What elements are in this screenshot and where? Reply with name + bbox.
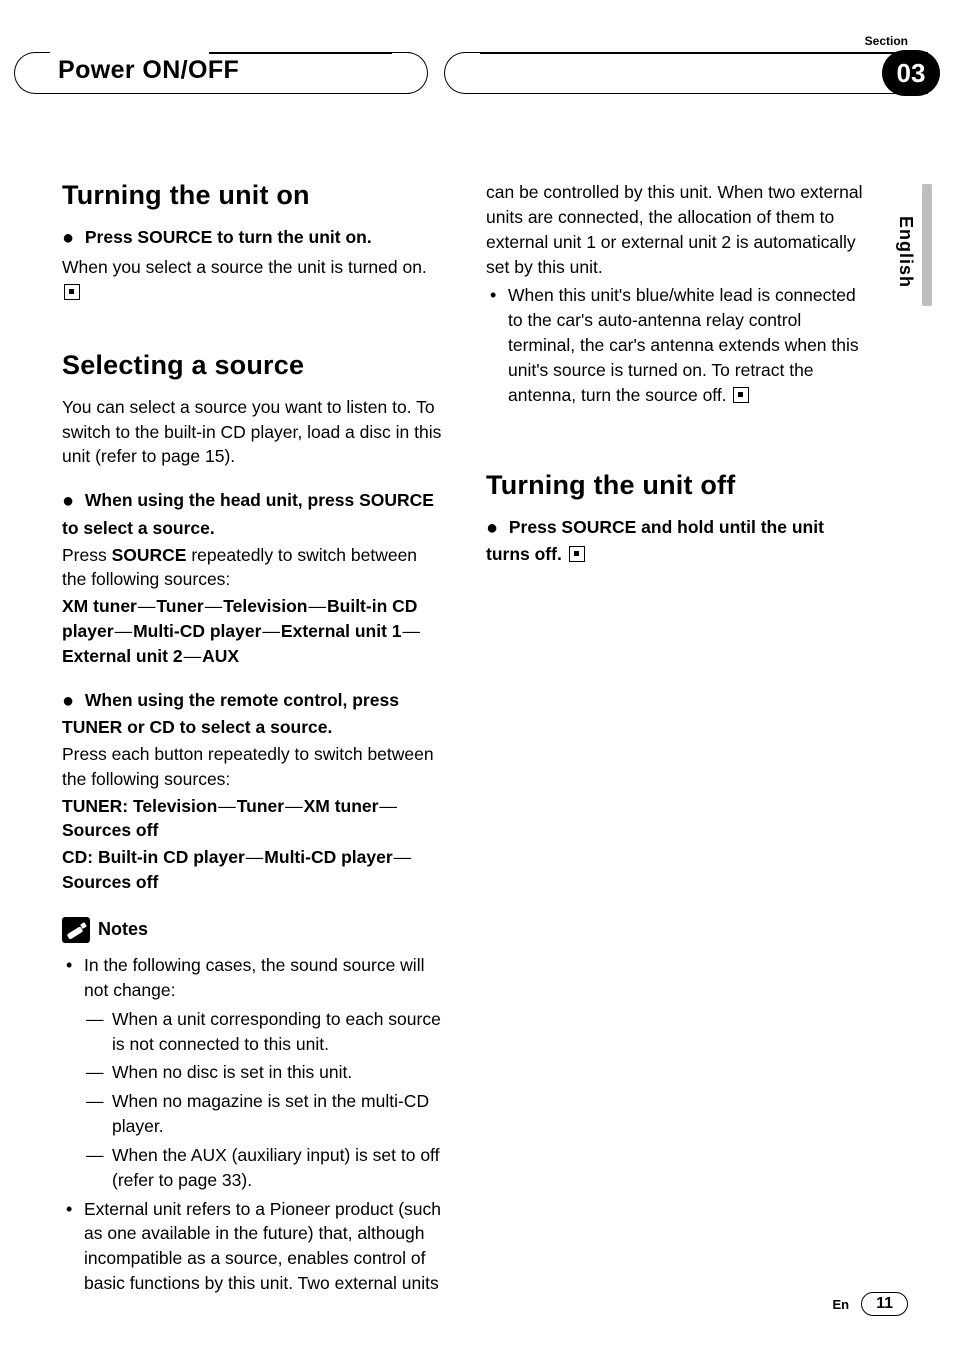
block-turn-off: Turning the unit off ● Press SOURCE and … [486,466,870,568]
note2-cont-text: can be controlled by this unit. When two… [486,180,870,279]
heading-turn-on: Turning the unit on [62,176,446,214]
head-unit-body-bold: SOURCE [112,545,187,565]
header-left-endcap [392,52,428,94]
note-item-1: In the following cases, the sound source… [62,953,446,1193]
header-row: Power ON/OFF 03 [14,52,940,94]
head-unit-lead-line: ● When using the head unit, press SOURCE… [62,487,446,540]
stop-icon [733,387,749,403]
footer-lang: En [832,1297,849,1312]
note1-sub-item: When a unit corresponding to each source… [84,1007,446,1057]
note-item-3: When this unit's blue/white lead is conn… [486,283,870,407]
content-columns: Turning the unit on ● Press SOURCE to tu… [62,176,870,1262]
header-title: Power ON/OFF [58,56,239,85]
bullet-icon: ● [62,224,80,252]
block-select-source: Selecting a source You can select a sour… [62,346,446,1296]
notes-header: Notes [62,917,446,943]
turn-on-lead-line: ● Press SOURCE to turn the unit on. [62,224,446,252]
block-turn-on: Turning the unit on ● Press SOURCE to tu… [62,176,446,304]
notes-title: Notes [98,917,148,943]
header-right-leftcap [444,52,480,94]
language-tab-label: English [895,216,916,288]
footer-page-number: 11 [861,1292,908,1316]
chain-tuner: TUNER: Television—Tuner—XM tuner—Sources… [62,794,446,844]
header-left: Power ON/OFF [14,52,410,94]
head-unit-body: Press SOURCE repeatedly to switch betwee… [62,543,446,593]
note-item-2: External unit refers to a Pioneer produc… [62,1197,446,1296]
note3-text: When this unit's blue/white lead is conn… [508,285,859,404]
column-right: can be controlled by this unit. When two… [486,176,870,1262]
turn-off-lead: Press SOURCE and hold until the unit tur… [486,517,824,564]
stop-icon [569,546,585,562]
header-right: 03 [450,52,940,94]
bullet-icon: ● [486,514,504,542]
select-intro: You can select a source you want to list… [62,395,446,470]
heading-turn-off: Turning the unit off [486,466,870,504]
page-root: Section Power ON/OFF 03 English Turning … [0,0,954,1352]
note-item-2-cont: can be controlled by this unit. When two… [486,180,870,279]
stop-icon [64,284,80,300]
note1-sub-item: When no disc is set in this unit. [84,1060,446,1085]
header-left-cap [14,52,50,94]
remote-body: Press each button repeatedly to switch b… [62,742,446,792]
notes-icon [62,917,90,943]
footer: En 11 [832,1292,908,1316]
turn-on-body-text: When you select a source the unit is tur… [62,257,427,277]
remote-lead-line: ● When using the remote control, press T… [62,687,446,740]
section-label: Section [865,34,908,48]
header-left-line-bot [50,93,410,95]
note1-text: In the following cases, the sound source… [84,955,424,1000]
bullet-icon: ● [62,687,80,715]
note1-sub-item: When no magazine is set in the multi-CD … [84,1089,446,1139]
notes-list: In the following cases, the sound source… [62,953,446,1296]
remote-lead: When using the remote control, press TUN… [62,690,399,737]
header-right-line-top [480,52,928,54]
heading-select-source: Selecting a source [62,346,446,384]
bullet-icon: ● [62,487,80,515]
language-tab-bar [922,184,932,306]
chain-head-unit: XM tuner—Tuner—Television—Built-in CD pl… [62,594,446,669]
chain-cd: CD: Built-in CD player—Multi-CD player—S… [62,845,446,895]
turn-off-lead-line: ● Press SOURCE and hold until the unit t… [486,514,870,567]
head-unit-lead: When using the head unit, press SOURCE t… [62,490,434,537]
note2-text: External unit refers to a Pioneer produc… [84,1199,441,1294]
head-unit-body-pre: Press [62,545,112,565]
header-right-line-bot [480,93,928,95]
section-number-badge: 03 [882,50,940,96]
note1-sublist: When a unit corresponding to each source… [84,1007,446,1193]
header-left-line-top [209,52,410,54]
turn-on-lead: Press SOURCE to turn the unit on. [85,227,372,247]
notes-list-continued: can be controlled by this unit. When two… [486,180,870,408]
note1-sub-item: When the AUX (auxiliary input) is set to… [84,1143,446,1193]
column-left: Turning the unit on ● Press SOURCE to tu… [62,176,446,1262]
turn-on-body: When you select a source the unit is tur… [62,255,446,305]
